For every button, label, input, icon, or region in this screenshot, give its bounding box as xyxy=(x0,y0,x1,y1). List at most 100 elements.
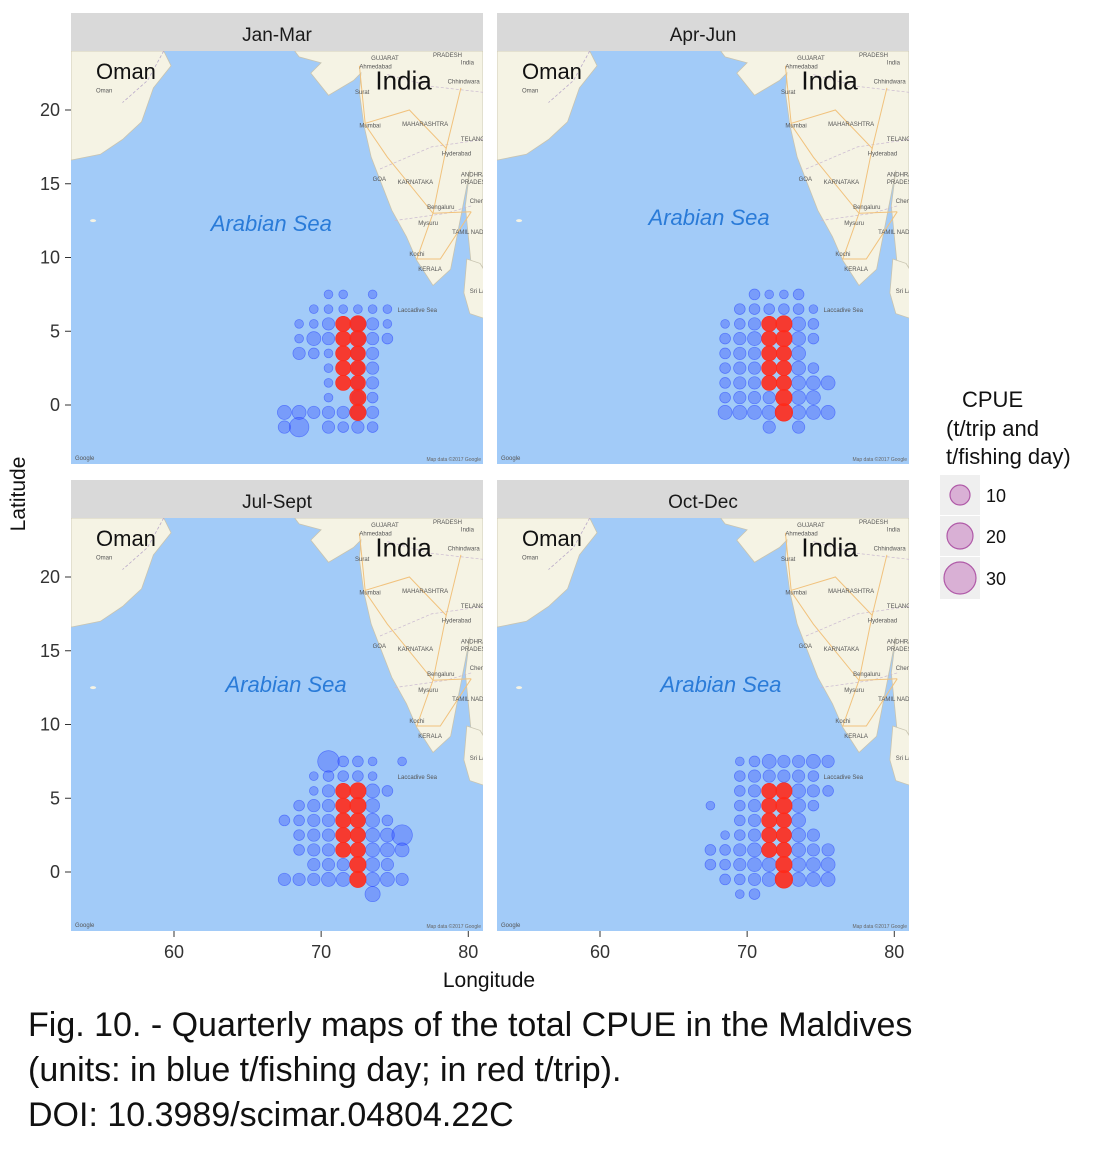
cpue-point-blue xyxy=(321,405,336,419)
panel-strip xyxy=(71,13,483,51)
cpue-point-blue xyxy=(791,331,806,346)
cpue-point-blue xyxy=(394,842,410,858)
panel-strip xyxy=(497,480,909,518)
oman-border xyxy=(122,518,165,570)
highway xyxy=(784,65,898,214)
panel-title: Apr-Jun xyxy=(670,25,737,46)
map-place-mumbai: Mumbai xyxy=(359,591,380,597)
map-area: GUJARAT PRADESHIndiaAhmedabadSuratChhindw… xyxy=(71,51,483,464)
cpue-point-blue xyxy=(391,824,413,846)
cpue-point-red xyxy=(761,374,778,391)
map-area: GUJARAT PRADESHIndiaAhmedabadSuratChhindw… xyxy=(71,518,492,931)
cpue-point-red xyxy=(335,374,352,391)
map-place-karnataka: KARNATAKA xyxy=(398,180,433,186)
cpue-point-blue xyxy=(366,332,380,346)
cpue-point-blue xyxy=(791,872,806,887)
cpue-point-blue xyxy=(367,756,378,767)
cpue-point-blue xyxy=(323,378,334,388)
cpue-point-blue xyxy=(717,405,733,420)
cpue-point-blue xyxy=(777,754,791,768)
cpue-point-blue xyxy=(820,375,836,391)
cpue-point-blue xyxy=(293,799,305,812)
cpue-point-blue xyxy=(365,872,380,887)
map-place-mumbai: Mumbai xyxy=(785,591,806,597)
highway xyxy=(358,532,472,681)
cpue-point-blue xyxy=(808,304,819,314)
cpue-point-blue xyxy=(806,784,820,798)
cpue-point-red xyxy=(775,374,792,391)
cpue-point-blue xyxy=(791,783,806,799)
cpue-point-blue xyxy=(747,769,762,783)
caption-line-2: (units: in blue t/fishing day; in red t/… xyxy=(28,1051,622,1089)
cpue-point-blue xyxy=(791,798,806,813)
cpue-point-blue xyxy=(778,303,790,315)
cpue-point-blue xyxy=(807,318,820,330)
map-place-pradesh: PRADESH xyxy=(859,520,888,526)
y-tick-label: 20 xyxy=(40,567,60,587)
map-attribution: Map data ©2017 Google xyxy=(852,923,907,930)
cpue-point-blue xyxy=(353,304,363,314)
cpue-point-red xyxy=(349,782,367,800)
cpue-point-red xyxy=(349,870,367,888)
map-place-goa: GOA xyxy=(373,644,386,650)
country-label-india: India xyxy=(801,65,858,95)
map-place-chhindwara: Chhindwara xyxy=(874,79,907,85)
state-border xyxy=(805,139,909,170)
map-place-chennai: Chennai xyxy=(896,666,918,672)
cpue-point-red xyxy=(775,330,793,348)
cpue-point-red xyxy=(349,797,367,815)
cpue-point-red xyxy=(335,315,352,332)
cpue-point-blue xyxy=(719,362,731,374)
legend-key-30 xyxy=(943,561,977,595)
map-place-surat: Surat xyxy=(781,90,796,96)
cpue-point-blue xyxy=(747,405,762,420)
map-place-andhra: ANDHRA xyxy=(887,172,912,178)
sri-lanka-land xyxy=(889,725,909,786)
cpue-point-blue xyxy=(720,319,730,329)
cpue-point-blue xyxy=(352,770,364,782)
map-place-chennai: Chennai xyxy=(470,666,492,672)
cpue-point-blue xyxy=(294,319,304,329)
cpue-point-red xyxy=(349,812,366,829)
cpue-point-red xyxy=(775,360,792,376)
cpue-point-blue xyxy=(747,842,762,858)
cpue-point-blue xyxy=(734,814,746,827)
socotra-island xyxy=(516,219,523,223)
cpue-point-blue xyxy=(734,873,746,886)
cpue-point-blue xyxy=(337,421,349,433)
cpue-point-blue xyxy=(747,799,762,813)
map-place-andhra-pradesh: PRADESH xyxy=(461,647,490,653)
cpue-point-blue xyxy=(807,799,820,812)
cpue-point-blue xyxy=(365,783,380,799)
cpue-point-blue xyxy=(321,828,336,842)
country-label-india: India xyxy=(801,532,858,562)
cpue-point-red xyxy=(761,782,778,799)
oman-land xyxy=(71,518,172,628)
map-place-gujarat: GUJARAT xyxy=(371,523,399,529)
sri-lanka-land xyxy=(463,258,483,319)
cpue-point-red xyxy=(335,345,352,362)
legend-title-line-2: (t/trip and xyxy=(946,416,1039,441)
cpue-point-blue xyxy=(748,288,761,301)
cpue-point-blue xyxy=(719,332,731,345)
cpue-point-blue xyxy=(367,771,378,781)
map-place-mysuru: Mysuru xyxy=(418,688,438,694)
cpue-point-blue xyxy=(748,888,761,900)
cpue-point-blue xyxy=(307,828,321,842)
map-place-gujarat: GUJARAT xyxy=(371,56,399,62)
map-place-oman-small: Oman xyxy=(522,88,538,94)
cpue-point-red xyxy=(761,330,778,347)
y-tick-label: 10 xyxy=(40,715,60,735)
x-tick-label: 80 xyxy=(884,942,904,962)
map-place-chhindwara: Chhindwara xyxy=(448,79,481,85)
cpue-point-blue xyxy=(307,813,321,827)
map-place-mysuru: Mysuru xyxy=(418,221,438,227)
highway xyxy=(416,615,472,727)
cpue-point-blue xyxy=(747,784,762,798)
map-place-sri-lanka: Sri La xyxy=(896,756,912,762)
cpue-point-blue xyxy=(351,420,365,434)
legend-label-30: 30 xyxy=(986,569,1006,589)
cpue-point-blue xyxy=(792,303,805,315)
cpue-point-blue xyxy=(293,814,305,827)
